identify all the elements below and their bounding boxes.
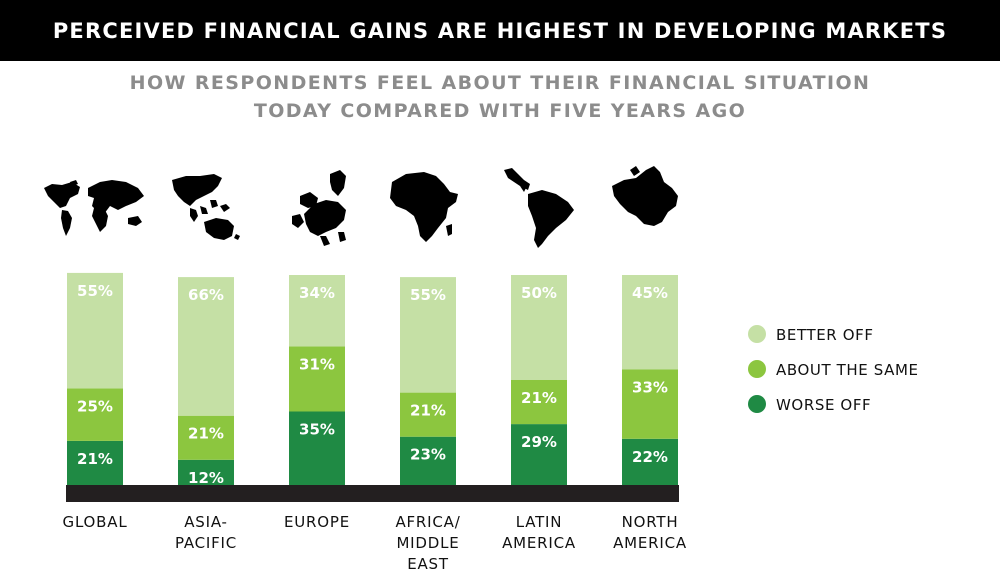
data-label-better-off: 55%: [77, 282, 113, 300]
legend: BETTER OFF ABOUT THE SAME WORSE OFF: [748, 325, 919, 414]
bar-segment-better-off: [289, 275, 345, 347]
bar-segment-about-the-same: [178, 415, 234, 460]
bar-segment-worse-off: [622, 438, 678, 485]
chart-title: PERCEIVED FINANCIAL GAINS ARE HIGHEST IN…: [52, 18, 948, 43]
data-label-worse-off: 35%: [299, 421, 335, 439]
data-label-about-the-same: 21%: [521, 389, 557, 407]
legend-swatch-worse-off: [748, 395, 766, 413]
data-label-better-off: 55%: [410, 286, 446, 304]
bar-segment-better-off: [178, 277, 234, 416]
category-label: AFRICA/: [395, 513, 460, 531]
legend-label-about-the-same: ABOUT THE SAME: [776, 361, 919, 379]
category-label: LATIN: [516, 513, 563, 531]
data-label-better-off: 34%: [299, 284, 335, 302]
north-america-map-icon: [612, 166, 678, 226]
title-banner: PERCEIVED FINANCIAL GAINS ARE HIGHEST IN…: [0, 0, 1000, 61]
category-label: AMERICA: [502, 534, 576, 552]
bar-segment-better-off: [622, 275, 678, 370]
chart-subtitle-line-2: TODAY COMPARED WITH FIVE YEARS AGO: [253, 100, 747, 122]
category-label: ASIA-: [184, 513, 228, 531]
category-label: NORTH: [622, 513, 679, 531]
world-map-icon: [44, 180, 144, 236]
bar-segment-worse-off: [400, 436, 456, 485]
bar-segment-about-the-same: [622, 369, 678, 439]
category-label: AMERICA: [613, 534, 687, 552]
category-label: EAST: [407, 555, 449, 573]
europe-map-icon: [292, 170, 346, 246]
data-label-worse-off: 21%: [77, 450, 113, 468]
legend-swatch-better-off: [748, 325, 766, 343]
bar-segment-worse-off: [67, 440, 123, 485]
data-label-about-the-same: 21%: [188, 425, 224, 443]
latin-america-map-icon: [504, 168, 574, 248]
legend-label-better-off: BETTER OFF: [776, 326, 874, 344]
bars-group: 21% 25% 55% 12% 21% 66% 35% 31% 34% 23% 21% 55% 29% 2…: [67, 272, 678, 487]
chart-baseline: [66, 485, 679, 502]
data-label-about-the-same: 25%: [77, 397, 113, 415]
bar-segment-about-the-same: [67, 388, 123, 441]
chart-subtitle-line-1: HOW RESPONDENTS FEEL ABOUT THEIR FINANCI…: [129, 72, 871, 94]
category-label: PACIFIC: [175, 534, 237, 552]
data-label-worse-off: 12%: [188, 469, 224, 487]
asia-pacific-map-icon: [172, 174, 240, 240]
category-labels: GLOBAL ASIA- PACIFIC EUROPE AFRICA/MIDDLE EAS…: [63, 513, 687, 573]
bar-segment-about-the-same: [289, 346, 345, 412]
data-label-better-off: 50%: [521, 284, 557, 302]
category-label: EUROPE: [284, 513, 350, 531]
bar-segment-worse-off: [511, 424, 567, 485]
bar-segment-worse-off: [289, 411, 345, 485]
bar-segment-better-off: [67, 272, 123, 389]
bar-segment-worse-off: [178, 459, 234, 485]
data-label-better-off: 45%: [632, 284, 668, 302]
data-label-worse-off: 23%: [410, 446, 446, 464]
data-label-worse-off: 29%: [521, 433, 557, 451]
category-label: MIDDLE: [396, 534, 459, 552]
legend-swatch-about-the-same: [748, 360, 766, 378]
data-label-about-the-same: 33%: [632, 379, 668, 397]
category-label: GLOBAL: [63, 513, 128, 531]
data-label-about-the-same: 31%: [299, 355, 335, 373]
bar-segment-about-the-same: [400, 392, 456, 437]
bar-segment-about-the-same: [511, 380, 567, 425]
data-label-about-the-same: 21%: [410, 402, 446, 420]
bar-segment-better-off: [511, 275, 567, 380]
data-label-better-off: 66%: [188, 286, 224, 304]
bar-segment-better-off: [400, 277, 456, 393]
africa-map-icon: [390, 172, 458, 242]
legend-label-worse-off: WORSE OFF: [776, 396, 871, 414]
data-label-worse-off: 22%: [632, 448, 668, 466]
